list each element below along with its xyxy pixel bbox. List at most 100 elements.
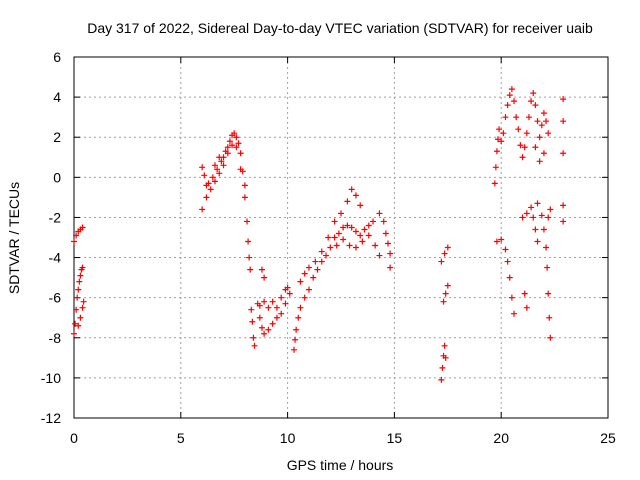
data-point [441,342,448,349]
data-point [359,238,366,245]
data-point [344,222,351,229]
data-point [241,194,248,201]
data-point [523,210,530,217]
data-points [71,86,567,383]
data-point [216,170,223,177]
data-point [71,330,77,337]
series-arc-d [248,306,258,349]
data-point [521,290,528,297]
data-point [442,290,449,297]
data-point [560,218,567,225]
data-point [282,300,289,307]
data-point [496,126,503,133]
data-point [75,286,82,293]
data-point [199,206,206,213]
data-point [214,166,221,173]
data-point [504,102,511,109]
data-point [348,224,355,231]
data-point [519,214,526,221]
data-point [278,294,285,301]
data-point [528,204,535,211]
series-arc-e [254,266,293,337]
data-point [273,304,280,311]
data-point [80,298,87,305]
y-axis: -12 -10 -8 -6 -4 -2 0 2 4 6 [41,49,608,426]
data-point [491,180,498,187]
y-axis-label: SDTVAR / TECUs [6,182,22,294]
series-arc-g [438,244,451,383]
data-point [444,282,451,289]
data-point [547,206,554,213]
data-point [331,218,338,225]
data-point [211,178,218,185]
series-arc-a [71,224,86,245]
data-point [538,212,545,219]
data-point [265,304,272,311]
data-point [226,138,233,145]
data-point [314,266,321,273]
data-point [211,162,218,169]
y-tick-label: 2 [53,129,61,145]
data-point [340,224,347,231]
data-point [517,142,524,149]
data-point [534,238,541,245]
data-point [540,150,547,157]
data-point [237,166,244,173]
data-point [525,114,532,121]
data-point [545,130,552,137]
data-point [229,142,236,149]
data-point [352,192,359,199]
data-point [492,164,499,171]
data-point [291,346,298,353]
data-point [71,238,77,245]
data-point [237,150,244,157]
data-point [384,240,391,247]
data-point [346,242,353,249]
data-point [370,218,377,225]
data-point [338,210,344,217]
data-point [442,354,449,361]
data-point [493,238,500,245]
data-point [199,164,206,171]
data-point [340,236,347,243]
data-point [376,210,383,217]
data-point [218,158,225,165]
data-point [79,304,86,311]
y-tick-label: -6 [49,290,62,306]
data-point [530,90,537,97]
data-point [441,250,448,257]
data-point [498,138,505,145]
data-point [205,180,212,187]
series-arc-c [199,130,254,273]
data-point [318,248,325,255]
data-point [233,144,240,151]
data-point [506,92,513,99]
y-tick-label: -12 [41,410,61,426]
x-tick-label: 0 [70,430,78,446]
data-point [73,232,80,239]
data-point [273,314,280,321]
data-point [224,144,231,151]
chart-title: Day 317 of 2022, Sidereal Day-to-day VTE… [87,20,593,36]
data-point [365,232,372,239]
data-point [325,234,332,241]
data-point [305,286,312,293]
data-point [327,244,334,251]
data-point [72,320,79,327]
grid [74,57,608,418]
data-point [251,342,258,349]
data-point [438,376,445,383]
plot-frame [73,56,609,419]
data-point [560,202,567,209]
data-point [335,230,342,237]
x-tick-label: 25 [600,430,616,446]
data-point [543,244,550,251]
data-point [318,258,325,265]
data-point [511,310,518,317]
data-point [323,252,330,259]
data-point [265,326,272,333]
x-tick-label: 20 [493,430,509,446]
y-tick-label: 6 [53,49,61,65]
data-point [292,336,299,343]
data-point [438,258,445,265]
